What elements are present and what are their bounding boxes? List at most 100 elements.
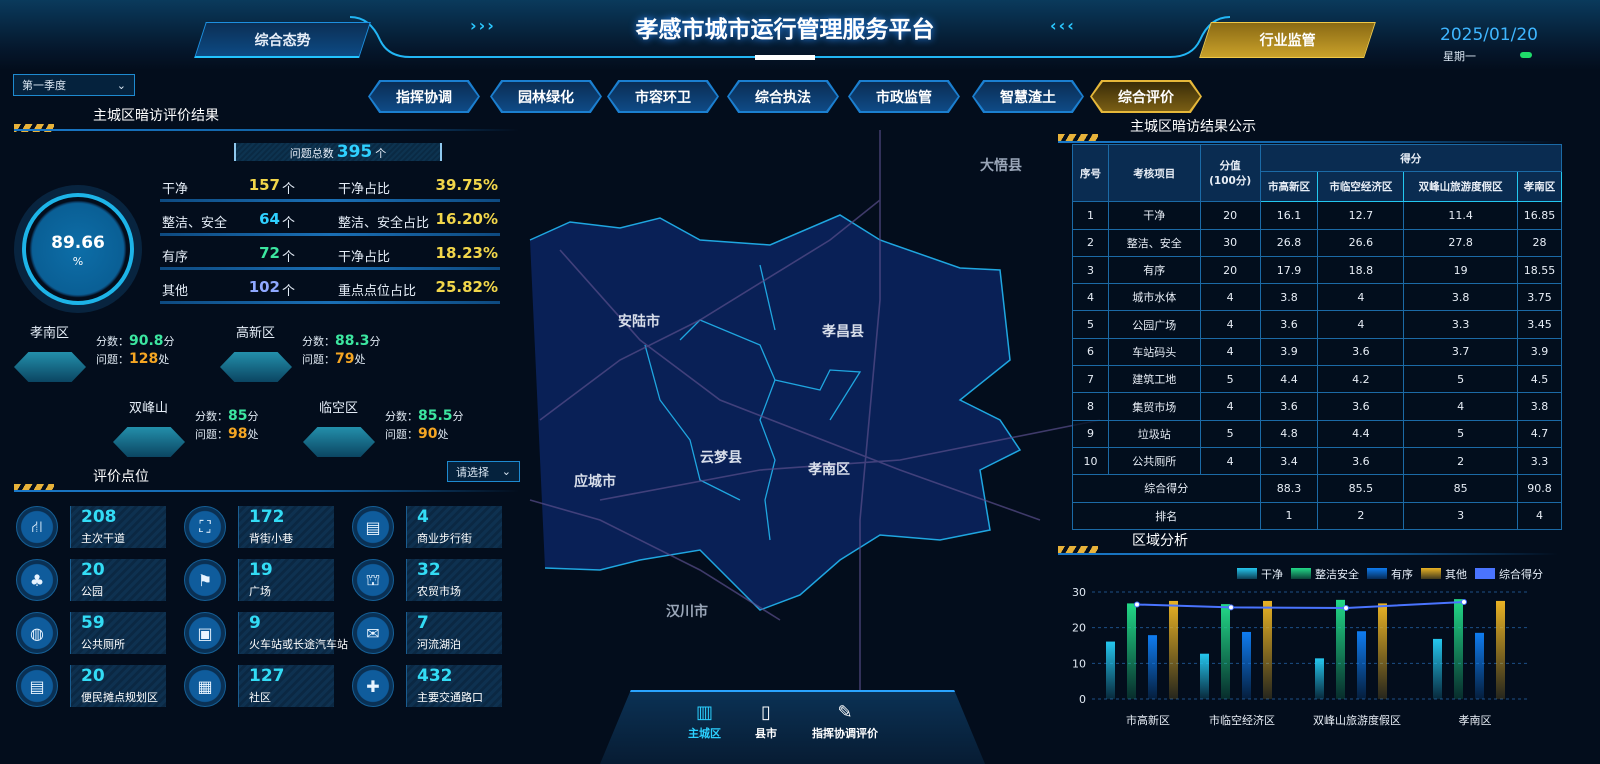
point-card[interactable]: 172 背街小巷 xyxy=(238,506,334,548)
problem-unit: 处 xyxy=(437,428,449,441)
bar-其他 xyxy=(1496,600,1505,699)
region-chart: 0 10 20 30 市高新区 市临空经济区 双峰山旅游度假区 孝南区 xyxy=(1072,586,1530,727)
stat-value: 72 xyxy=(259,244,280,262)
point-card[interactable]: 4 商业步行街 xyxy=(406,506,502,548)
table-row: 9 垃圾站 5 4.8 4.4 5 4.7 xyxy=(1072,419,1563,448)
point-card[interactable]: 32 农贸市场 xyxy=(406,559,502,601)
section-title: 评价点位 xyxy=(93,469,149,485)
point-card[interactable]: 432 主要交通路口 xyxy=(406,665,502,707)
col-district: 市临空经济区 xyxy=(1317,171,1405,203)
table-cell: 4.5 xyxy=(1516,365,1563,394)
district-problems[interactable]: 问题：98处 xyxy=(195,426,258,442)
ratio-label: 干净占比 xyxy=(338,250,391,265)
point-card[interactable]: 19 广场 xyxy=(238,559,334,601)
ratio-label: 重点点位占比 xyxy=(338,284,417,299)
y-tick-label: 30 xyxy=(1072,586,1086,599)
point-card[interactable]: 59 公共厕所 xyxy=(70,612,166,654)
point-label: 商业步行街 xyxy=(417,532,472,545)
flag-icon: ⚑ xyxy=(184,559,226,601)
chevron-down-icon: ⌄ xyxy=(501,465,511,478)
bottom-tab-1[interactable]: ▯ 县市 xyxy=(755,702,777,741)
score-unit: 分 xyxy=(163,335,175,348)
table-cell: 26.6 xyxy=(1317,228,1405,257)
tab-6[interactable]: 综合评价 xyxy=(1090,80,1202,113)
table-cell: 公共厕所 xyxy=(1107,446,1201,476)
score-label: 分数： xyxy=(302,335,335,348)
district-score[interactable]: 分数：90.8分 xyxy=(96,333,175,349)
district-problems[interactable]: 问题：128处 xyxy=(96,351,169,367)
table-cell: 90.8 xyxy=(1516,474,1563,503)
district-platform-icon xyxy=(113,427,185,457)
point-card[interactable]: 20 便民摊点规划区 xyxy=(70,665,166,707)
stat-label: 整洁、安全 xyxy=(162,216,228,231)
table-cell: 3.45 xyxy=(1516,310,1563,339)
overview-button[interactable]: 综合态势 xyxy=(194,22,371,58)
district-problems[interactable]: 问题：90处 xyxy=(385,426,448,442)
tab-3[interactable]: 综合执法 xyxy=(727,80,839,113)
table-cell: 4 xyxy=(1317,310,1405,339)
tree-icon: ♣ xyxy=(16,559,58,601)
point-label: 火车站或长途汽车站 xyxy=(249,638,348,651)
point-card[interactable]: 127 社区 xyxy=(238,665,334,707)
y-tick-label: 0 xyxy=(1079,693,1086,706)
table-cell: 3 xyxy=(1403,501,1518,530)
section-stripes xyxy=(1058,546,1098,554)
point-count: 172 xyxy=(249,507,285,527)
table-cell: 3.8 xyxy=(1259,283,1319,312)
district-score[interactable]: 分数：85分 xyxy=(195,408,258,424)
legend-label: 有序 xyxy=(1391,568,1413,581)
ratio-value: 39.75% xyxy=(435,176,498,194)
point-card[interactable]: 9 火车站或长途汽车站 xyxy=(238,612,348,654)
tab-2[interactable]: 市容环卫 xyxy=(607,80,719,113)
district-problems[interactable]: 问题：79处 xyxy=(302,351,365,367)
point-card[interactable]: 7 河流湖泊 xyxy=(406,612,502,654)
table-cell: 4.8 xyxy=(1259,419,1319,448)
stat-label: 有序 xyxy=(162,250,189,265)
table-row: 1 干净 20 16.1 12.7 11.4 16.85 xyxy=(1072,201,1563,230)
bar-有序 xyxy=(1148,635,1157,699)
legend-item[interactable]: 其他 xyxy=(1421,566,1467,582)
bottom-tab-0[interactable]: ▥ 主城区 xyxy=(688,702,721,741)
point-count: 7 xyxy=(417,613,429,633)
point-count: 127 xyxy=(249,666,285,686)
district-score[interactable]: 分数：85.5分 xyxy=(385,408,464,424)
table-cell: 8 xyxy=(1072,392,1109,421)
tab-0[interactable]: 指挥协调 xyxy=(368,80,480,113)
stat-unit: 个 xyxy=(282,284,296,299)
map-label: 孝南区 xyxy=(807,461,850,478)
stat-label: 干净 xyxy=(162,182,189,197)
district-score[interactable]: 分数：88.3分 xyxy=(302,333,381,349)
table-cell: 4 xyxy=(1403,392,1518,421)
weekday: 星期一 xyxy=(1443,50,1476,63)
quarter-select[interactable]: 第一季度 ⌄ xyxy=(13,74,135,96)
point-card[interactable]: 208 主次干道 xyxy=(70,506,166,548)
tab-label: 园林绿化 xyxy=(518,89,574,106)
points-select[interactable]: 请选择 ⌄ xyxy=(447,461,520,482)
legend-item[interactable]: 综合得分 xyxy=(1475,566,1543,582)
table-cell: 5 xyxy=(1199,419,1261,448)
table-cell: 4.7 xyxy=(1516,419,1563,448)
problem-label: 问题： xyxy=(302,353,335,366)
water-icon: ✉ xyxy=(352,612,394,654)
ratio-value: 16.20% xyxy=(435,210,498,228)
tab-5[interactable]: 智慧渣土 xyxy=(972,80,1084,113)
bar-其他 xyxy=(1263,600,1272,699)
point-card[interactable]: 20 公园 xyxy=(70,559,166,601)
legend-item[interactable]: 干净 xyxy=(1237,566,1283,582)
bottom-tab-label: 指挥协调评价 xyxy=(812,727,878,740)
tab-1[interactable]: 园林绿化 xyxy=(490,80,602,113)
stat-row: 整洁、安全 64 个 整洁、安全占比 16.20% xyxy=(160,210,500,236)
table-cell: 4 xyxy=(1516,501,1563,530)
total-row: 综合得分 88.3 85.5 85 90.8 xyxy=(1072,474,1563,503)
legend-item[interactable]: 整洁安全 xyxy=(1291,566,1359,582)
stat-value: 102 xyxy=(248,278,280,296)
table-cell: 4 xyxy=(1317,283,1405,312)
divider xyxy=(1058,141,1558,143)
bottom-tab-2[interactable]: ✎ 指挥协调评价 xyxy=(812,702,878,741)
results-table: 序号 考核项目 分值 (100分) 得分 市高新区 市临空经济区 双峰山旅游度假区 孝南区 … xyxy=(1072,143,1563,530)
legend-item[interactable]: 有序 xyxy=(1367,566,1413,582)
table-cell: 5 xyxy=(1403,365,1518,394)
divider xyxy=(14,129,519,131)
industry-supervision-button[interactable]: 行业监管 xyxy=(1199,22,1376,58)
tab-4[interactable]: 市政监管 xyxy=(848,80,960,113)
